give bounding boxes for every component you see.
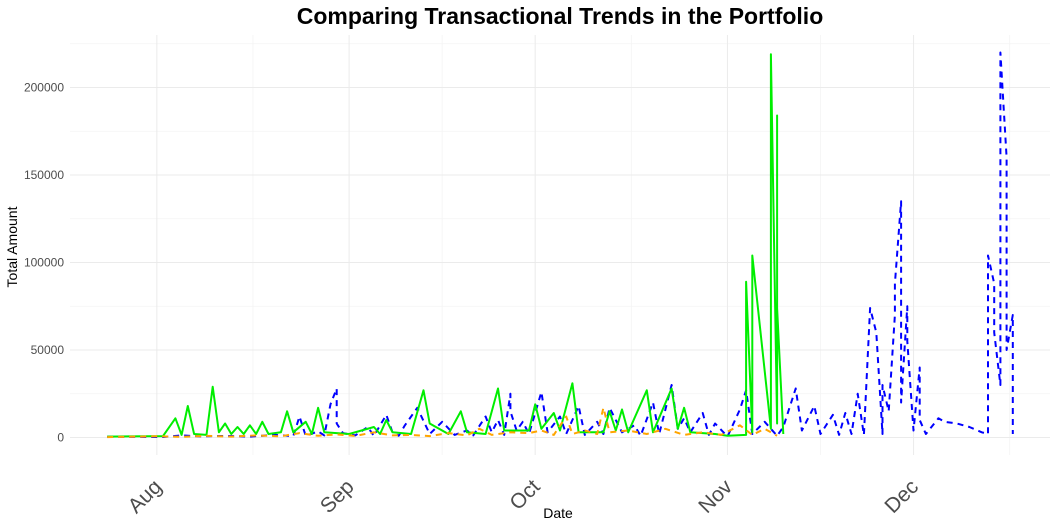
- chart-title: Comparing Transactional Trends in the Po…: [297, 3, 824, 29]
- x-tick-label: Nov: [694, 475, 737, 518]
- series-line-1: [107, 51, 1014, 438]
- series-line-2: [107, 53, 785, 438]
- grid-major: [70, 35, 1050, 455]
- series-layer: [107, 51, 1014, 439]
- x-tick-label: Sep: [316, 475, 359, 518]
- y-tick-label: 100000: [24, 256, 64, 270]
- y-tick-label: 0: [57, 431, 64, 445]
- y-axis-label: Total Amount: [4, 206, 20, 287]
- y-tick-label: 50000: [31, 343, 65, 357]
- y-tick-label: 150000: [24, 168, 64, 182]
- x-tick-label: Dec: [880, 475, 923, 518]
- tick-layer: 0 50000 100000 150000 200000 Aug Sep Oct Nov Dec: [24, 81, 923, 518]
- grid-minor: [70, 35, 1050, 455]
- x-tick-label: Oct: [505, 475, 544, 514]
- y-tick-label: 200000: [24, 81, 64, 95]
- x-tick-label: Aug: [124, 475, 167, 518]
- series-line-3: [107, 406, 778, 439]
- x-axis-label: Date: [543, 505, 573, 521]
